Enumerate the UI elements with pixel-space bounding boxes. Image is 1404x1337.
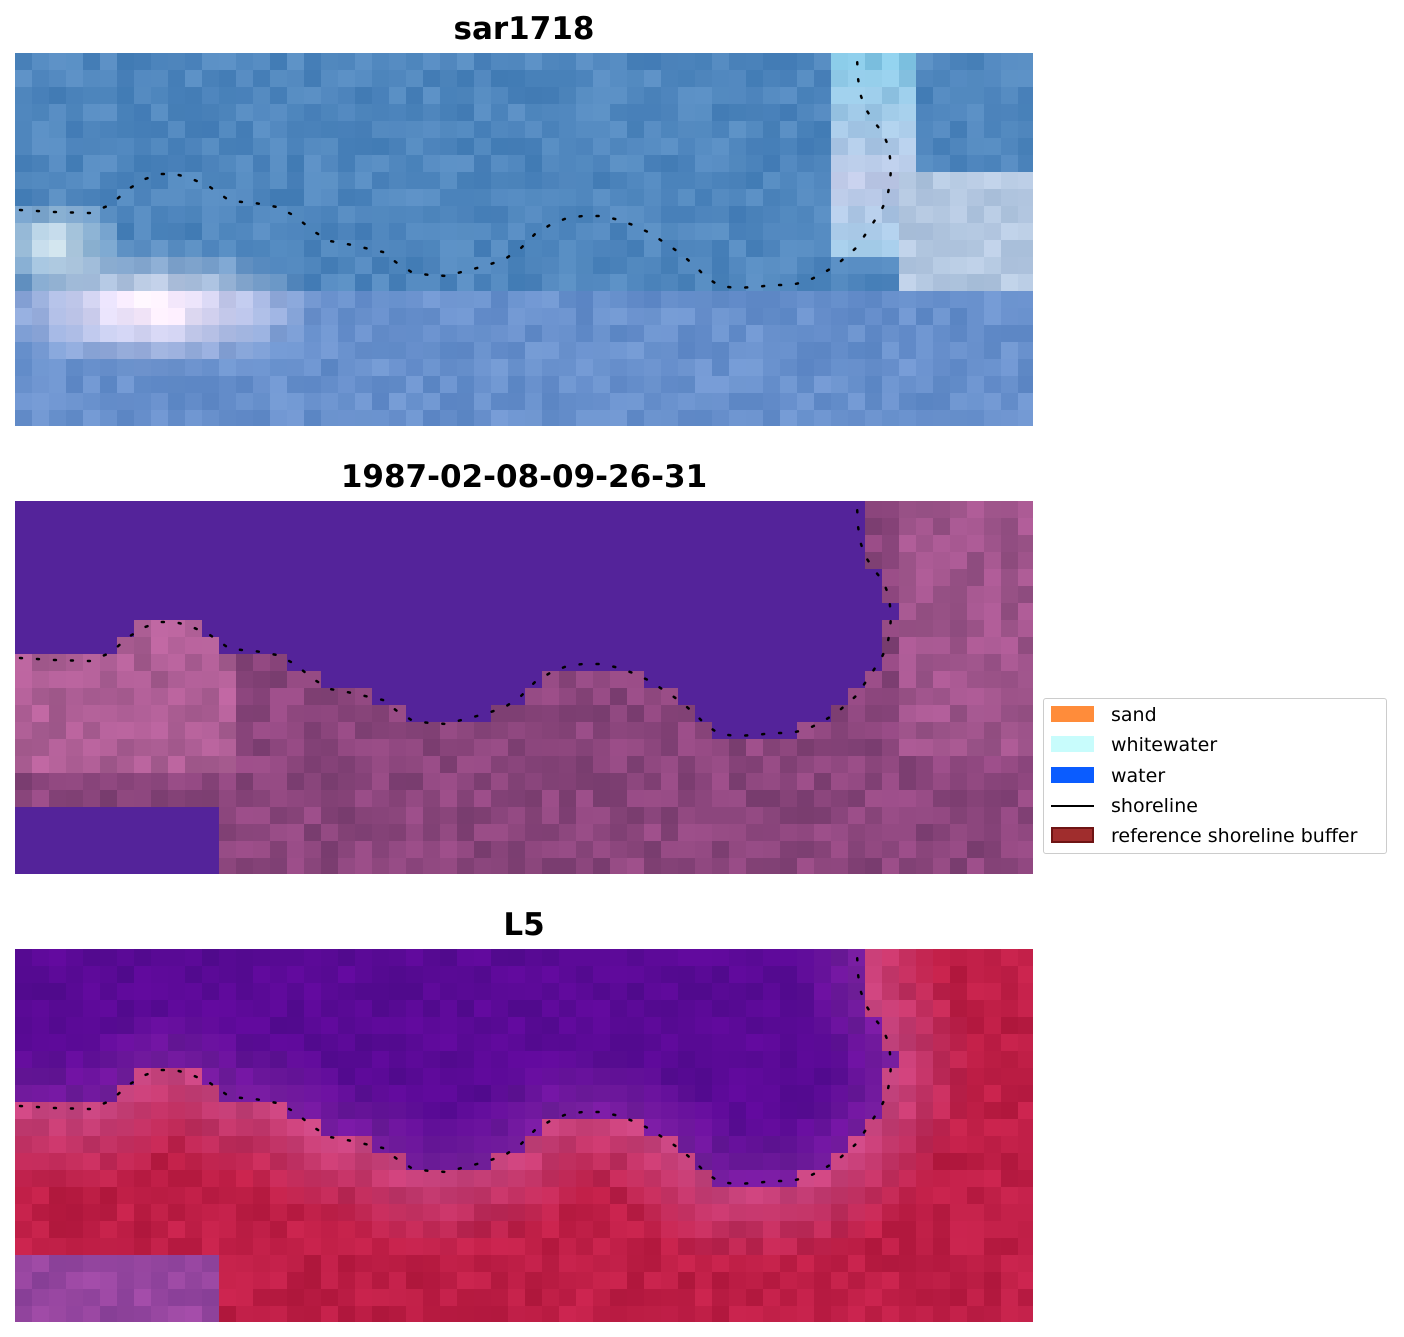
legend-item-whitewater: whitewater: [1051, 734, 1387, 756]
legend-item-shoreline: shoreline: [1051, 795, 1387, 817]
legend: sand whitewater water shoreline referenc…: [1043, 698, 1387, 854]
sar-image: [15, 53, 1033, 426]
water-swatch: [1051, 767, 1094, 783]
panel-title-satellite: L5: [503, 907, 545, 943]
sar-image-panel: [15, 53, 1033, 426]
panel-title-date: 1987-02-08-09-26-31: [340, 459, 708, 495]
legend-label-shoreline: shoreline: [1111, 795, 1198, 817]
index-image-panel: [15, 949, 1033, 1322]
panel-title-sar: sar1718: [453, 11, 595, 47]
index-image: [15, 949, 1033, 1322]
reference-buffer-swatch: [1051, 827, 1094, 843]
whitewater-swatch: [1051, 736, 1094, 752]
classified-image-panel: [15, 501, 1033, 874]
sand-swatch: [1051, 706, 1094, 722]
legend-label-water: water: [1111, 765, 1166, 787]
shoreline-line-sample: [1051, 805, 1094, 807]
legend-item-water: water: [1051, 765, 1387, 787]
legend-label-whitewater: whitewater: [1111, 734, 1218, 756]
legend-item-reference-buffer: reference shoreline buffer: [1051, 825, 1387, 847]
classified-image: [15, 501, 1033, 874]
legend-label-reference-buffer: reference shoreline buffer: [1111, 825, 1358, 847]
legend-label-sand: sand: [1111, 704, 1157, 726]
legend-item-sand: sand: [1051, 704, 1387, 726]
